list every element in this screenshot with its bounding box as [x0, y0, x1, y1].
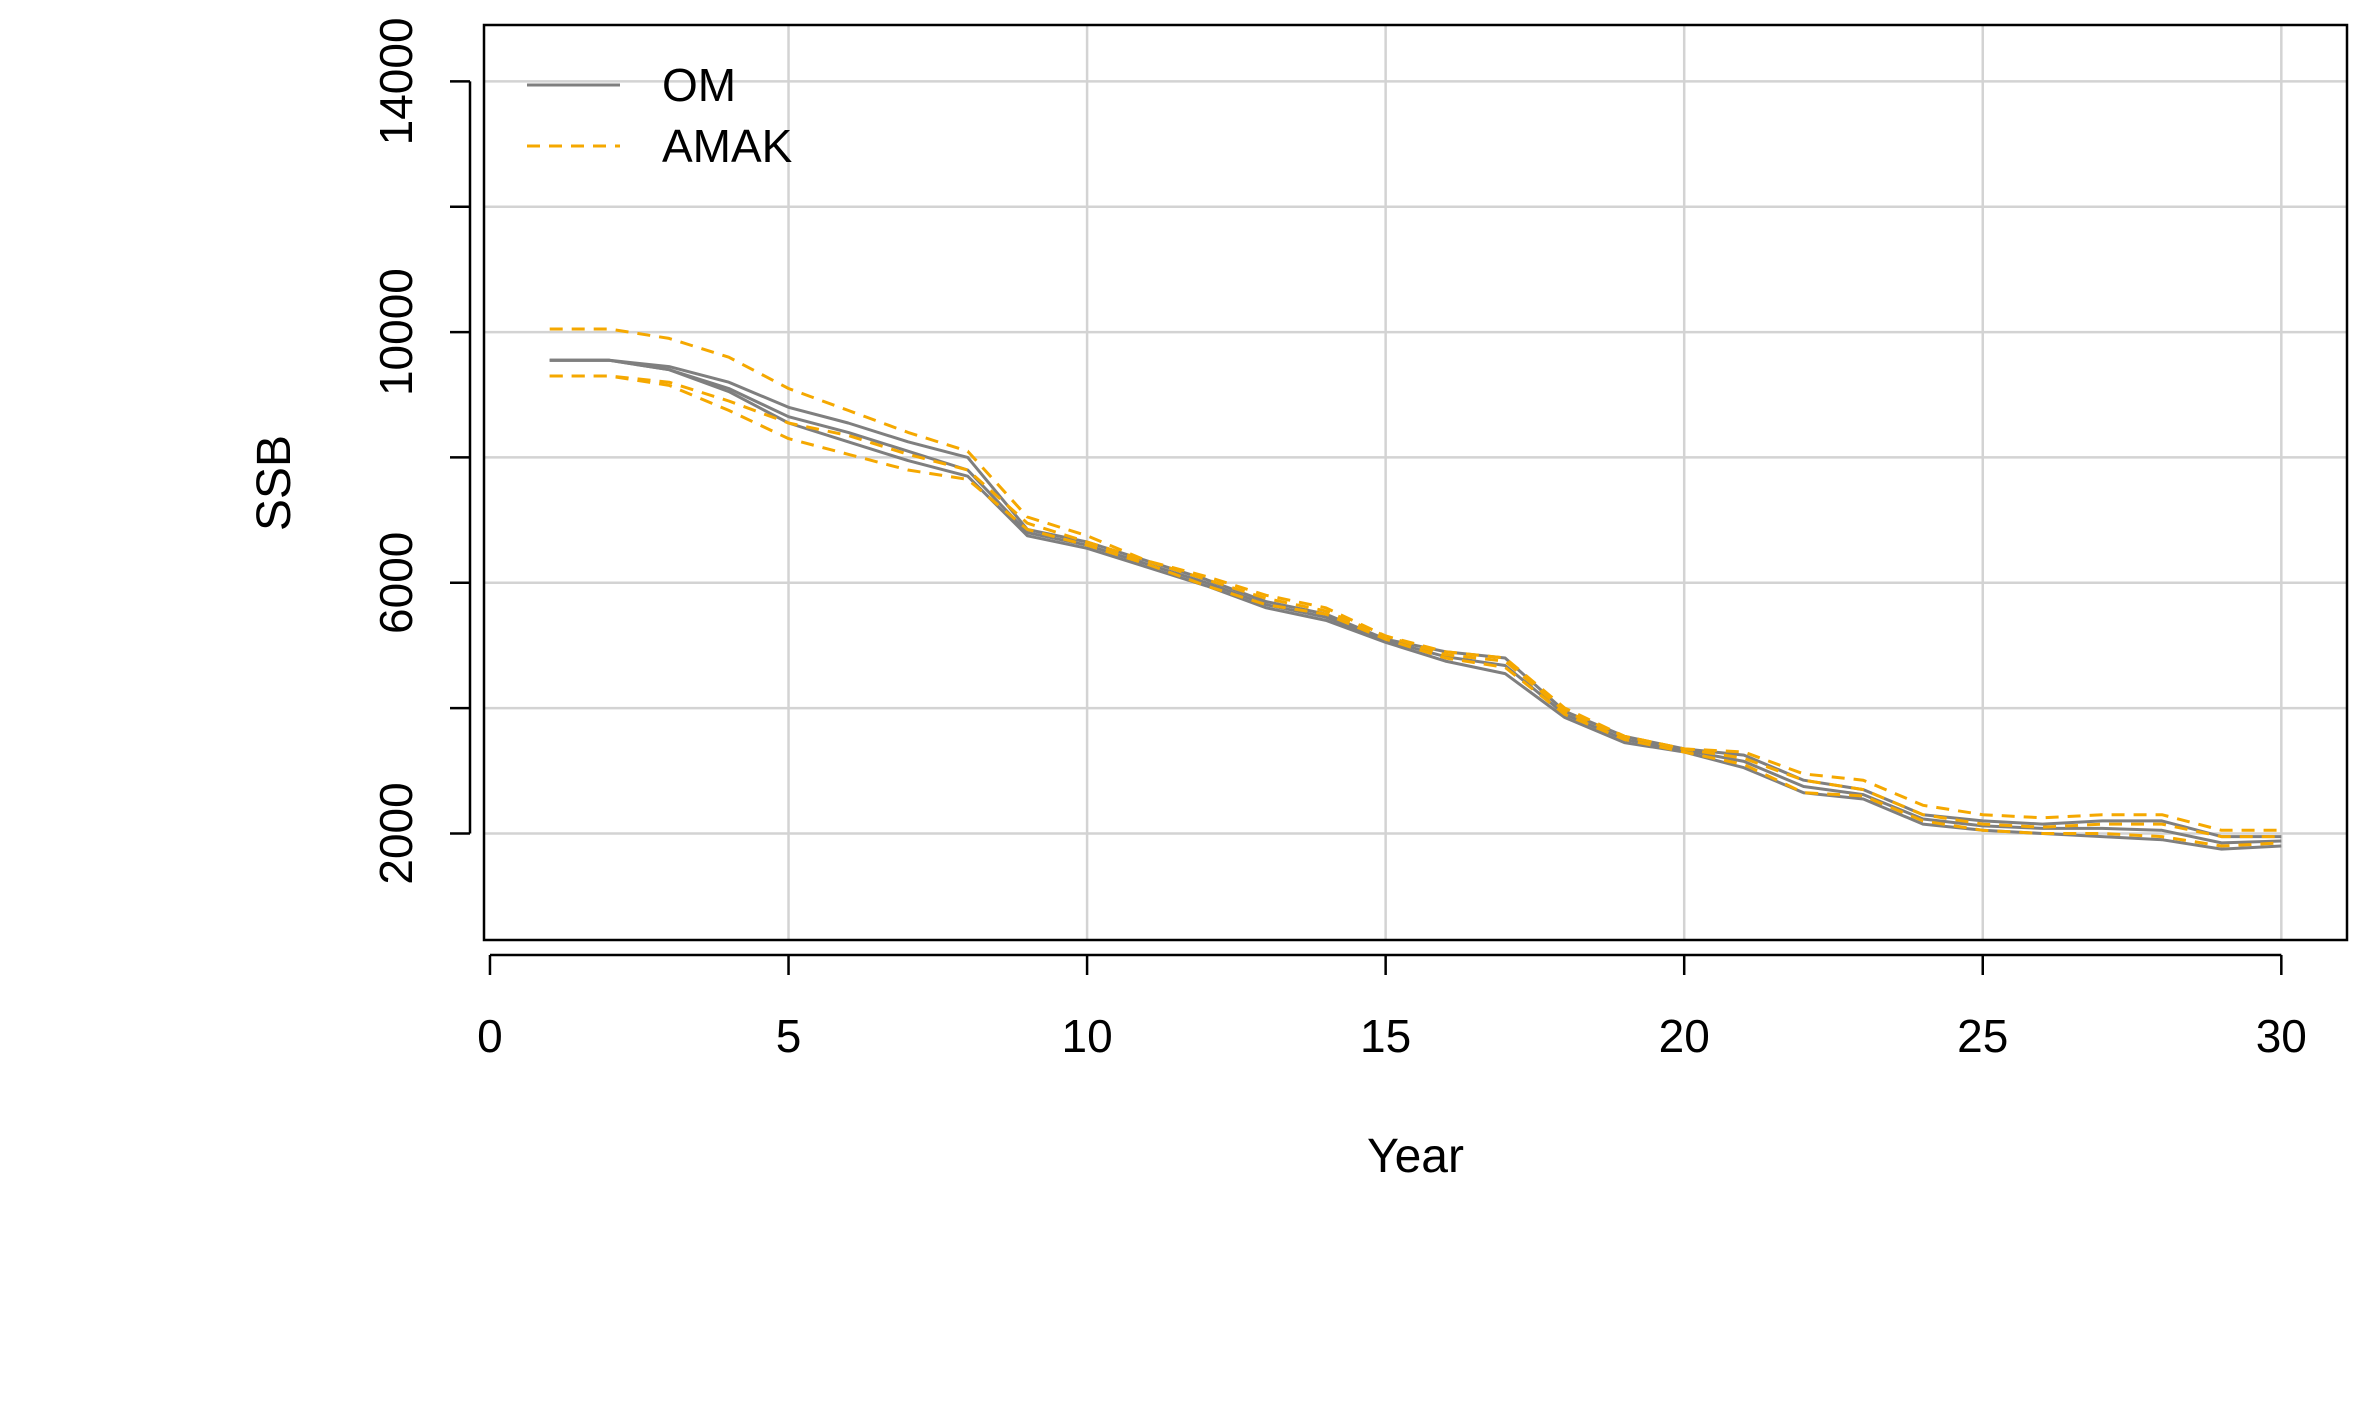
plot-frame — [482, 23, 2349, 942]
axes: 0 5 10 15 20 25 30 2000 6000 10000 14000 — [370, 17, 2307, 1062]
y-axis-label: SSB — [248, 435, 301, 531]
y-tick-label: 10000 — [370, 268, 422, 396]
legend-label-om: OM — [662, 59, 736, 111]
x-tick-label: 5 — [776, 1010, 802, 1062]
legend-label-amak: AMAK — [662, 120, 793, 172]
y-tick-label: 14000 — [370, 17, 422, 145]
x-tick-label: 0 — [477, 1010, 503, 1062]
series-line-om-3 — [549, 358, 2282, 845]
x-tick-label: 30 — [2256, 1010, 2307, 1062]
y-tick-label: 6000 — [370, 532, 422, 634]
x-tick-label: 25 — [1957, 1010, 2008, 1062]
x-tick-label: 10 — [1062, 1010, 1113, 1062]
y-tick-label: 2000 — [370, 782, 422, 884]
series-line-om-2 — [549, 358, 2282, 839]
x-tick-label: 15 — [1360, 1010, 1411, 1062]
series-line-amak-6 — [549, 374, 2282, 839]
legend: OM AMAK — [527, 59, 793, 172]
series-line-om-1 — [549, 358, 2282, 851]
x-tick-label: 20 — [1659, 1010, 1710, 1062]
series-lines — [549, 327, 2282, 851]
x-axis-label: Year — [1367, 1130, 1464, 1183]
